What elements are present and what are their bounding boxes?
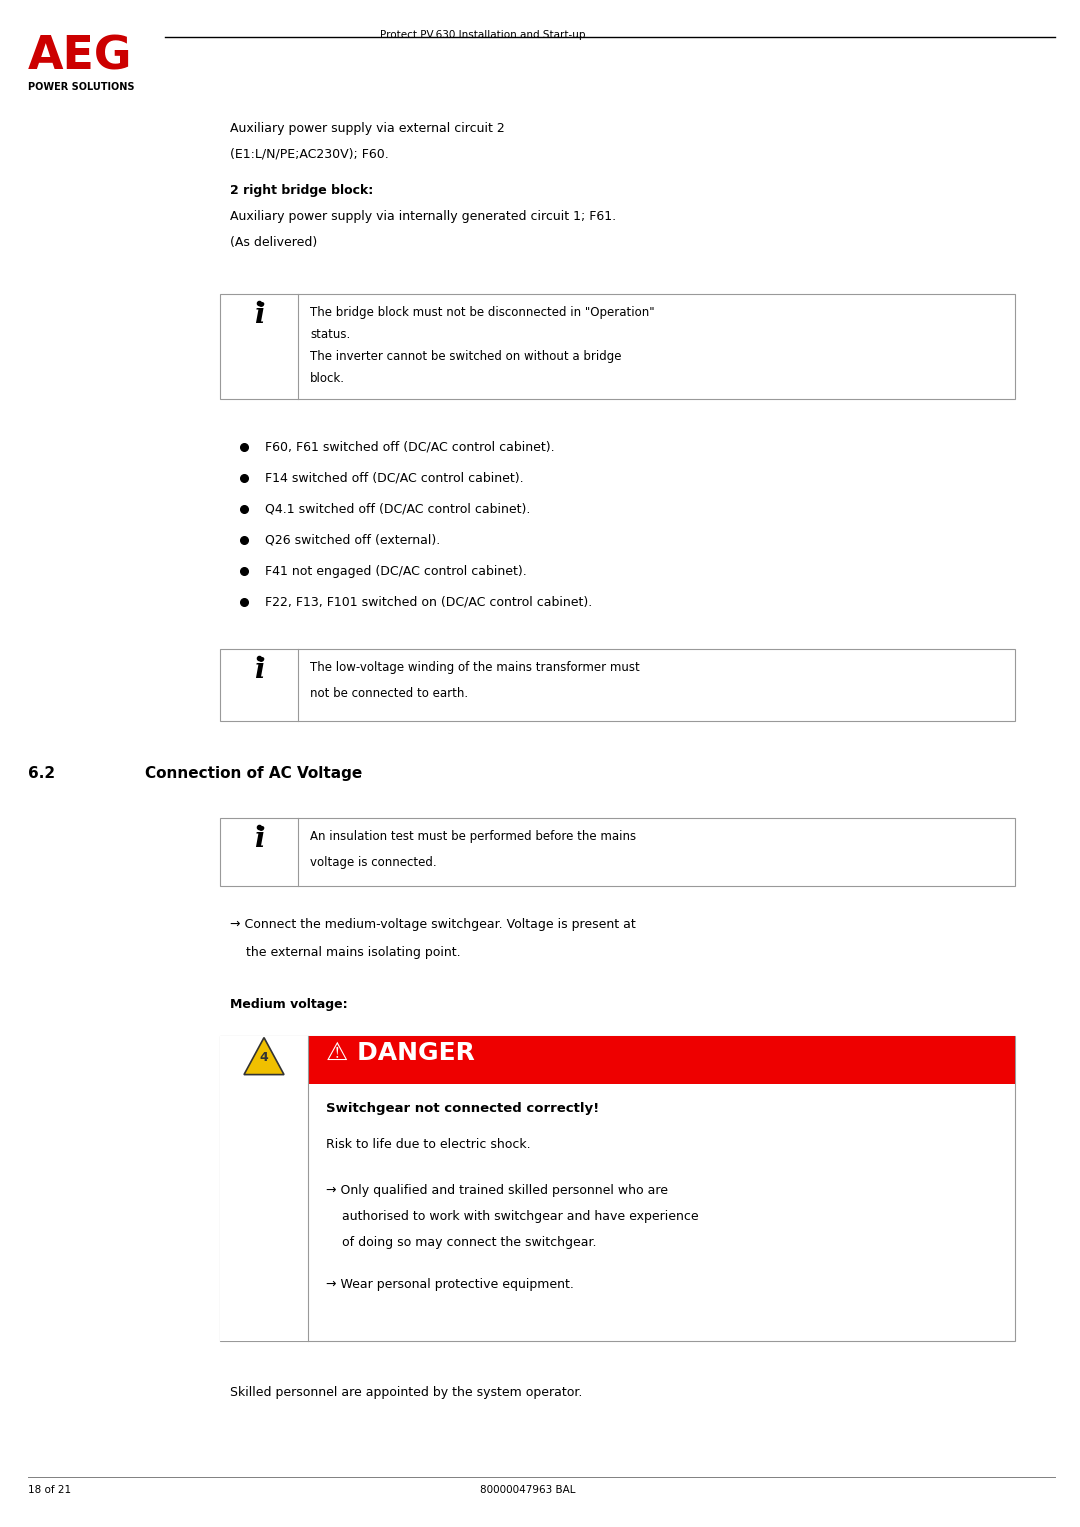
Text: 18 of 21: 18 of 21 <box>28 1484 71 1495</box>
FancyBboxPatch shape <box>220 1035 1015 1341</box>
Text: F60, F61 switched off (DC/AC control cabinet).: F60, F61 switched off (DC/AC control cab… <box>265 441 555 454</box>
Text: Q4.1 switched off (DC/AC control cabinet).: Q4.1 switched off (DC/AC control cabinet… <box>265 502 530 516</box>
Text: not be connected to earth.: not be connected to earth. <box>310 687 468 699</box>
Text: status.: status. <box>310 328 350 341</box>
FancyBboxPatch shape <box>220 817 1015 886</box>
Text: Protect PV.630 Installation and Start-up: Protect PV.630 Installation and Start-up <box>380 31 585 40</box>
Text: i: i <box>254 826 265 852</box>
Polygon shape <box>244 1038 284 1075</box>
Text: → Only qualified and trained skilled personnel who are: → Only qualified and trained skilled per… <box>326 1183 669 1197</box>
Text: The inverter cannot be switched on without a bridge: The inverter cannot be switched on witho… <box>310 350 621 362</box>
Text: POWER SOLUTIONS: POWER SOLUTIONS <box>28 82 135 92</box>
Text: F14 switched off (DC/AC control cabinet).: F14 switched off (DC/AC control cabinet)… <box>265 472 524 484</box>
Text: (E1:L/N/PE;AC230V); F60.: (E1:L/N/PE;AC230V); F60. <box>230 148 389 160</box>
Text: F22, F13, F101 switched on (DC/AC control cabinet).: F22, F13, F101 switched on (DC/AC contro… <box>265 596 592 609</box>
Text: Risk to life due to electric shock.: Risk to life due to electric shock. <box>326 1138 530 1151</box>
Text: The low-voltage winding of the mains transformer must: The low-voltage winding of the mains tra… <box>310 661 639 673</box>
Text: 2 right bridge block:: 2 right bridge block: <box>230 185 374 197</box>
Text: Skilled personnel are appointed by the system operator.: Skilled personnel are appointed by the s… <box>230 1385 582 1399</box>
Text: the external mains isolating point.: the external mains isolating point. <box>230 945 461 959</box>
Text: of doing so may connect the switchgear.: of doing so may connect the switchgear. <box>326 1235 596 1249</box>
Text: i: i <box>254 657 265 684</box>
Text: Connection of AC Voltage: Connection of AC Voltage <box>145 765 362 780</box>
Text: ⚠ DANGER: ⚠ DANGER <box>326 1040 475 1064</box>
Text: Auxiliary power supply via external circuit 2: Auxiliary power supply via external circ… <box>230 122 504 134</box>
FancyBboxPatch shape <box>220 1035 1015 1084</box>
Text: AEG: AEG <box>28 35 133 79</box>
FancyBboxPatch shape <box>220 1035 308 1341</box>
Text: → Wear personal protective equipment.: → Wear personal protective equipment. <box>326 1278 573 1290</box>
Text: Q26 switched off (external).: Q26 switched off (external). <box>265 533 441 547</box>
Text: An insulation test must be performed before the mains: An insulation test must be performed bef… <box>310 829 636 843</box>
Text: 80000047963 BAL: 80000047963 BAL <box>480 1484 576 1495</box>
Text: → Connect the medium-voltage switchgear. Voltage is present at: → Connect the medium-voltage switchgear.… <box>230 918 636 930</box>
Text: i: i <box>254 302 265 328</box>
Text: (As delivered): (As delivered) <box>230 237 318 249</box>
Text: F41 not engaged (DC/AC control cabinet).: F41 not engaged (DC/AC control cabinet). <box>265 565 527 577</box>
Text: block.: block. <box>310 371 345 385</box>
Text: voltage is connected.: voltage is connected. <box>310 855 436 869</box>
FancyBboxPatch shape <box>220 293 1015 399</box>
Text: Switchgear not connected correctly!: Switchgear not connected correctly! <box>326 1101 599 1115</box>
Text: The bridge block must not be disconnected in "Operation": The bridge block must not be disconnecte… <box>310 305 654 319</box>
FancyBboxPatch shape <box>220 649 1015 721</box>
Text: authorised to work with switchgear and have experience: authorised to work with switchgear and h… <box>326 1209 699 1223</box>
Text: Auxiliary power supply via internally generated circuit 1; F61.: Auxiliary power supply via internally ge… <box>230 211 616 223</box>
Text: Medium voltage:: Medium voltage: <box>230 997 348 1011</box>
Text: 6.2: 6.2 <box>28 765 55 780</box>
Text: 4: 4 <box>259 1051 268 1064</box>
